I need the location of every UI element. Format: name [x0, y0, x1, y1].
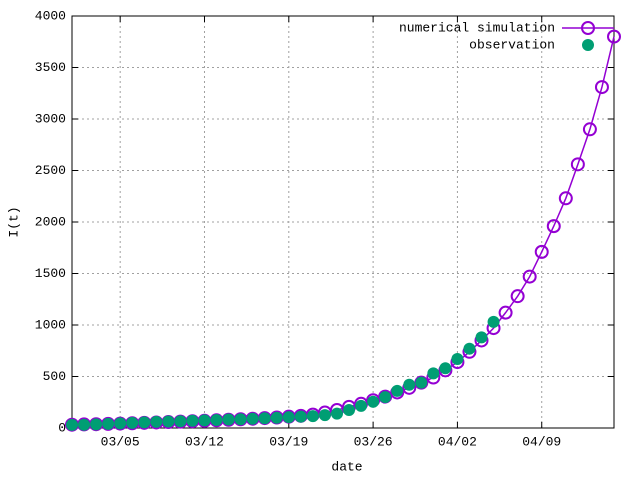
data-point: [510, 289, 525, 304]
data-point: [90, 418, 103, 431]
data-point: [522, 269, 537, 284]
data-point: [355, 399, 368, 412]
y-tick-label: 500: [43, 369, 66, 384]
legend-marker: [581, 21, 595, 35]
y-tick-label: 1000: [35, 317, 66, 332]
y-tick-label: 2000: [35, 214, 66, 229]
data-point: [343, 403, 356, 416]
data-point: [439, 362, 452, 375]
data-point: [138, 416, 151, 429]
data-point: [379, 391, 392, 404]
data-point: [415, 376, 428, 389]
x-axis-label: date: [331, 459, 362, 474]
data-point: [487, 315, 500, 328]
y-tick-label: 0: [58, 420, 66, 435]
data-point: [186, 414, 199, 427]
y-tick-label: 2500: [35, 163, 66, 178]
data-point: [427, 367, 440, 380]
data-point: [78, 418, 91, 431]
data-point: [570, 157, 585, 172]
data-point: [546, 219, 561, 234]
x-tick-label: 04/09: [522, 434, 561, 449]
data-point: [198, 414, 211, 427]
legend-label: numerical simulation: [399, 20, 555, 35]
data-point: [463, 342, 476, 355]
legend-marker: [582, 39, 594, 51]
data-point: [102, 417, 115, 430]
y-axis-label: I(t): [6, 206, 21, 237]
data-point: [270, 411, 283, 424]
data-point: [210, 413, 223, 426]
x-tick-label: 04/02: [438, 434, 477, 449]
data-point: [234, 413, 247, 426]
data-point: [330, 407, 343, 420]
data-point: [451, 352, 464, 365]
plot-border: [71, 15, 615, 429]
x-tick-label: 03/26: [354, 434, 393, 449]
data-point: [294, 410, 307, 423]
data-point: [246, 412, 259, 425]
data-point: [391, 384, 404, 397]
x-tick-label: 03/19: [269, 434, 308, 449]
data-point: [282, 411, 295, 424]
y-tick-label: 3000: [35, 111, 66, 126]
data-point: [498, 305, 513, 320]
data-point: [594, 80, 609, 95]
data-point: [126, 416, 139, 429]
data-point: [306, 410, 319, 423]
y-tick-label: 3500: [35, 60, 66, 75]
data-point: [318, 409, 331, 422]
data-point: [162, 415, 175, 428]
data-point: [607, 29, 621, 44]
data-point: [367, 395, 380, 408]
data-point: [222, 413, 235, 426]
x-tick-label: 03/12: [185, 434, 224, 449]
data-point: [582, 122, 597, 137]
legend-label: observation: [469, 37, 555, 52]
data-point: [114, 417, 127, 430]
y-tick-label: 4000: [35, 8, 66, 23]
data-point: [534, 244, 549, 259]
data-point: [475, 331, 488, 344]
data-point: [174, 415, 187, 428]
data-point: [403, 378, 416, 391]
x-tick-label: 03/05: [101, 434, 140, 449]
y-tick-label: 1500: [35, 266, 66, 281]
data-point: [150, 415, 163, 428]
data-point: [66, 418, 78, 431]
data-point: [258, 412, 271, 425]
data-point: [558, 191, 573, 206]
